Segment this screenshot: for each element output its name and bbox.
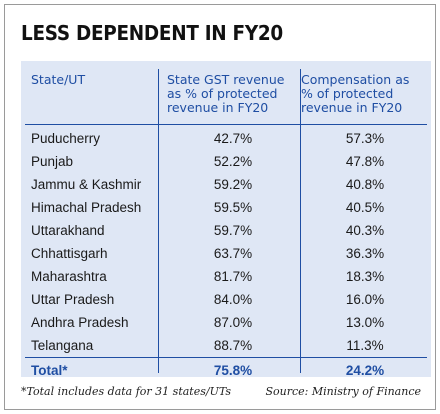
chart-frame: LESS DEPENDENT IN FY20 State/UT State GS… xyxy=(4,4,436,410)
column-header-line: State GST revenue xyxy=(167,72,285,87)
table-row: Himachal Pradesh 59.5% 40.5% xyxy=(21,196,431,219)
gst-value: 81.7% xyxy=(213,269,253,284)
table-row: Andhra Pradesh 87.0% 13.0% xyxy=(21,311,431,334)
gst-value: 84.0% xyxy=(213,292,253,307)
gst-value: 87.0% xyxy=(213,315,253,330)
column-header-line: State/UT xyxy=(31,72,86,87)
column-header-line: revenue in FY20 xyxy=(301,100,403,115)
gst-value: 88.7% xyxy=(213,338,253,353)
table-row: Punjab 52.2% 47.8% xyxy=(21,150,431,173)
state-name: Puducherry xyxy=(31,131,101,146)
table-row: Maharashtra 81.7% 18.3% xyxy=(21,265,431,288)
total-row: Total* 75.8% 24.2% xyxy=(21,359,431,382)
compensation-value: 13.0% xyxy=(345,315,385,330)
compensation-value: 40.3% xyxy=(345,223,385,238)
table-row: Puducherry 42.7% 57.3% xyxy=(21,127,431,150)
total-label: Total* xyxy=(31,363,68,378)
total-compensation-value: 24.2% xyxy=(345,363,385,378)
column-header-line: as % of protected xyxy=(167,86,278,101)
state-name: Uttarakhand xyxy=(31,223,105,238)
gst-value: 59.2% xyxy=(213,177,253,192)
state-name: Maharashtra xyxy=(31,269,107,284)
column-header-line: % of protected xyxy=(301,86,394,101)
compensation-value: 47.8% xyxy=(345,154,385,169)
column-divider xyxy=(300,69,301,373)
gst-value: 59.7% xyxy=(213,223,253,238)
total-gst-value: 75.8% xyxy=(213,363,253,378)
table-row: Telangana 88.7% 11.3% xyxy=(21,334,431,357)
source-note: Source: Ministry of Finance xyxy=(265,385,421,398)
state-name: Himachal Pradesh xyxy=(31,200,142,215)
table-row: Chhattisgarh 63.7% 36.3% xyxy=(21,242,431,265)
column-header-line: revenue in FY20 xyxy=(167,100,269,115)
gst-value: 42.7% xyxy=(213,131,253,146)
column-header-state: State/UT xyxy=(31,73,85,87)
table-row: Uttar Pradesh 84.0% 16.0% xyxy=(21,288,431,311)
state-name: Chhattisgarh xyxy=(31,246,108,261)
compensation-value: 18.3% xyxy=(345,269,385,284)
table-row: Uttarakhand 59.7% 40.3% xyxy=(21,219,431,242)
column-header-compensation: Compensation as % of protected revenue i… xyxy=(301,73,429,115)
state-name: Uttar Pradesh xyxy=(31,292,115,307)
state-name: Punjab xyxy=(31,154,74,169)
compensation-value: 57.3% xyxy=(345,131,385,146)
column-header-line: Compensation as xyxy=(301,72,410,87)
gst-value: 52.2% xyxy=(213,154,253,169)
gst-value: 59.5% xyxy=(213,200,253,215)
column-header-gst: State GST revenue as % of protected reve… xyxy=(167,73,299,115)
state-name: Telangana xyxy=(31,338,94,353)
chart-title: LESS DEPENDENT IN FY20 xyxy=(21,21,283,45)
header-rule xyxy=(25,124,427,125)
compensation-value: 40.5% xyxy=(345,200,385,215)
footnote: *Total includes data for 31 states/UTs xyxy=(21,385,232,398)
compensation-value: 16.0% xyxy=(345,292,385,307)
table-row: Jammu & Kashmir 59.2% 40.8% xyxy=(21,173,431,196)
total-rule xyxy=(25,357,427,358)
compensation-value: 40.8% xyxy=(345,177,385,192)
table-panel: State/UT State GST revenue as % of prote… xyxy=(21,61,431,378)
state-name: Jammu & Kashmir xyxy=(31,177,142,192)
state-name: Andhra Pradesh xyxy=(31,315,129,330)
compensation-value: 36.3% xyxy=(345,246,385,261)
compensation-value: 11.3% xyxy=(346,338,384,353)
column-divider xyxy=(158,69,159,373)
gst-value: 63.7% xyxy=(213,246,253,261)
